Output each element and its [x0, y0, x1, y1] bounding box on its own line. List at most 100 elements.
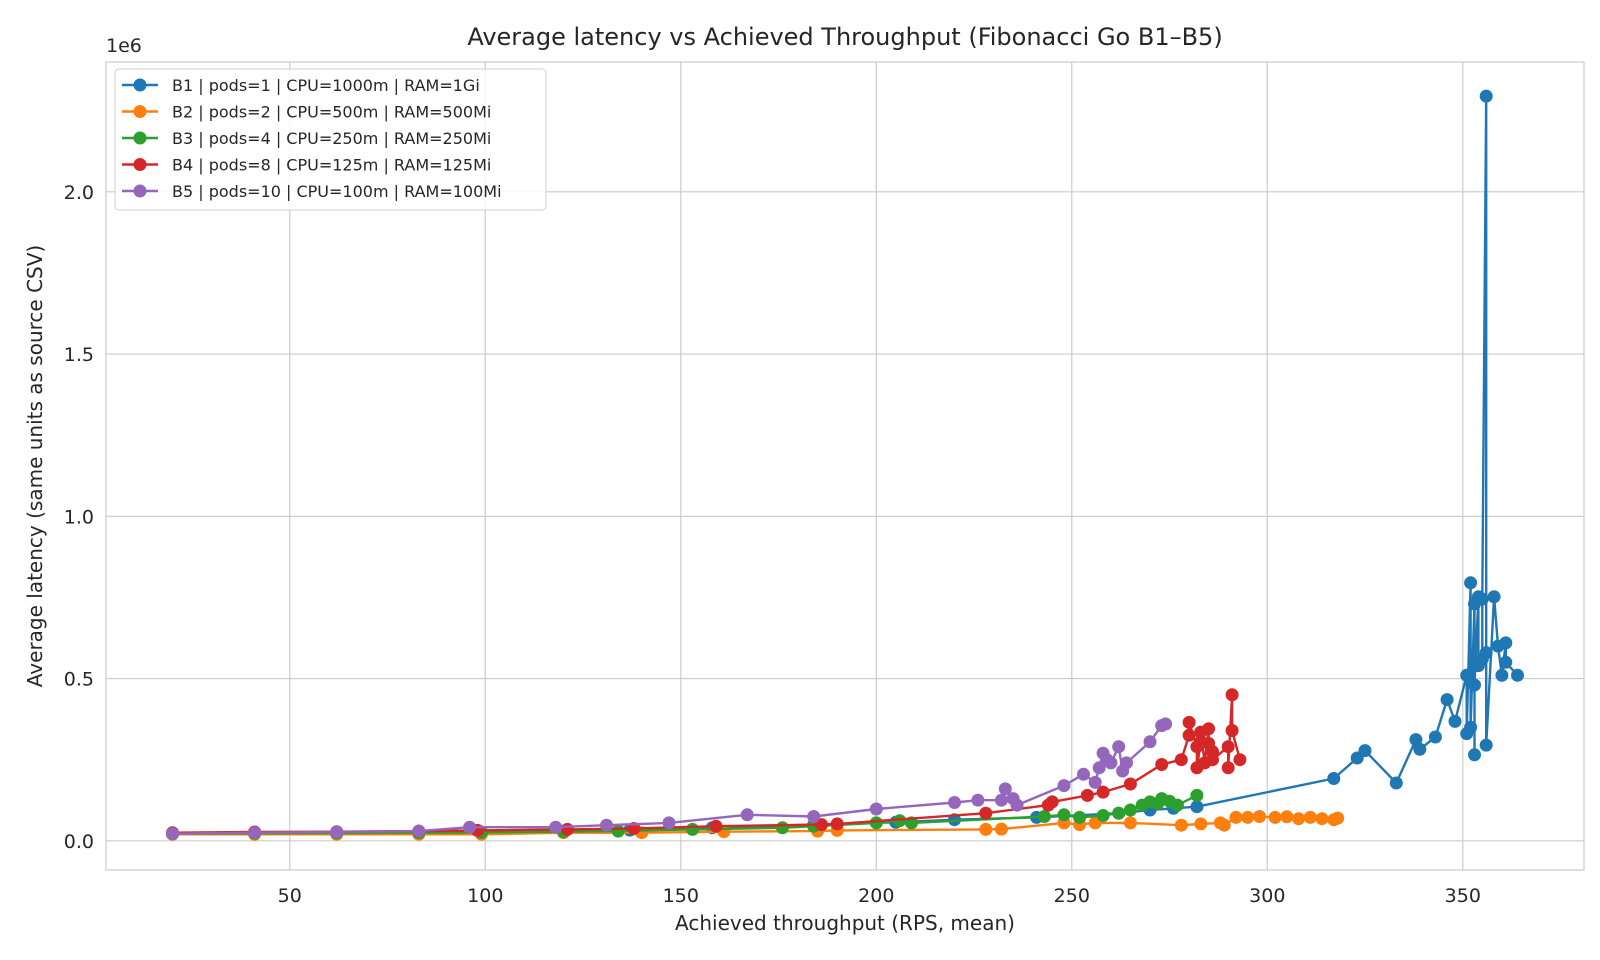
data-point [979, 806, 993, 820]
y-tick-label: 0.5 [64, 669, 94, 691]
data-point [1499, 636, 1513, 650]
data-point [330, 825, 344, 839]
data-point [1045, 795, 1059, 809]
x-tick-labels: 50 100 150 200 250 300 350 [278, 885, 1481, 907]
data-point [1487, 590, 1501, 604]
data-point [740, 808, 754, 822]
x-axis-title: Achieved throughput (RPS, mean) [675, 911, 1015, 935]
data-point [1080, 788, 1094, 802]
x-tick-label: 50 [278, 885, 302, 907]
data-point [1221, 761, 1235, 775]
data-point [775, 821, 789, 835]
data-point [1190, 788, 1204, 802]
legend-marker [133, 184, 147, 198]
data-point [1112, 740, 1126, 754]
data-point [549, 820, 563, 834]
data-point [1440, 693, 1454, 707]
data-point [1037, 810, 1051, 823]
data-point [560, 822, 574, 836]
legend-label: B3 | pods=4 | CPU=250m | RAM=250Mi [172, 129, 491, 148]
legend-marker [133, 158, 147, 171]
data-point [1096, 809, 1110, 822]
x-tick-label: 350 [1445, 885, 1481, 907]
data-point [994, 822, 1008, 836]
data-point [971, 793, 985, 807]
data-point [1253, 810, 1266, 823]
data-point [1092, 761, 1106, 775]
data-point [1112, 806, 1126, 820]
data-point [1182, 715, 1196, 729]
data-point [412, 824, 426, 838]
data-point [1123, 803, 1137, 817]
data-point [1010, 798, 1024, 812]
data-point [1123, 816, 1137, 830]
legend-label: B1 | pods=1 | CPU=1000m | RAM=1Gi [172, 76, 480, 95]
legend: B1 | pods=1 | CPU=1000m | RAM=1Gi B2 | po… [114, 68, 547, 211]
data-point [1495, 668, 1509, 682]
data-point [600, 818, 613, 832]
data-point [611, 824, 625, 838]
legend-box [114, 68, 547, 211]
data-point [1155, 758, 1169, 771]
data-point [1123, 777, 1137, 791]
legend-marker [133, 131, 147, 145]
data-point [1460, 668, 1474, 682]
data-point [1499, 655, 1513, 669]
data-point [1280, 810, 1294, 824]
data-point [686, 822, 699, 836]
data-point [1358, 744, 1372, 758]
data-point [1479, 646, 1493, 660]
series-layer [166, 89, 1524, 841]
data-point [1475, 592, 1489, 606]
data-point [1217, 818, 1231, 832]
legend-marker [133, 78, 147, 92]
y-tick-label: 1.5 [64, 344, 94, 366]
data-point [709, 819, 723, 833]
data-point [1268, 810, 1282, 824]
data-point [998, 782, 1012, 796]
data-point [1292, 812, 1306, 826]
data-point [1206, 753, 1219, 767]
data-point [1327, 772, 1341, 785]
y-axis-title: Average latency (same units as source CS… [23, 245, 47, 687]
data-point [1468, 748, 1481, 762]
data-point [463, 820, 477, 834]
data-point [1464, 720, 1478, 734]
data-point [1479, 738, 1493, 752]
legend-label: B4 | pods=8 | CPU=125m | RAM=125Mi [172, 156, 491, 175]
data-point [1057, 779, 1071, 793]
data-point [1511, 668, 1524, 682]
data-point [1190, 800, 1204, 814]
data-point [1120, 756, 1133, 770]
data-point [1233, 753, 1247, 767]
chart-title: Average latency vs Achieved Throughput (… [467, 23, 1222, 51]
data-point [1468, 678, 1481, 692]
data-point [1331, 811, 1345, 825]
data-point [166, 827, 179, 841]
x-tick-label: 150 [663, 885, 699, 907]
data-point [807, 810, 821, 823]
x-tick-label: 250 [1054, 885, 1090, 907]
data-point [948, 796, 961, 809]
data-point [1159, 717, 1173, 731]
data-point [1448, 714, 1462, 728]
data-point [1303, 810, 1317, 824]
x-tick-label: 200 [858, 885, 894, 907]
data-point [1088, 775, 1102, 789]
legend-marker [133, 105, 147, 118]
data-point [1241, 810, 1255, 824]
data-point [1077, 767, 1090, 781]
data-point [1225, 724, 1239, 737]
series-b5 [166, 717, 1173, 841]
legend-label: B5 | pods=10 | CPU=100m | RAM=100Mi [172, 182, 502, 201]
data-point [830, 817, 844, 831]
data-point [869, 816, 883, 830]
data-point [1315, 812, 1329, 826]
data-point [1389, 776, 1403, 790]
x-tick-label: 100 [467, 885, 503, 907]
data-point [1104, 756, 1118, 770]
data-point [1170, 798, 1184, 812]
data-point [1202, 722, 1216, 736]
data-point [979, 822, 993, 836]
data-point [1174, 818, 1188, 832]
